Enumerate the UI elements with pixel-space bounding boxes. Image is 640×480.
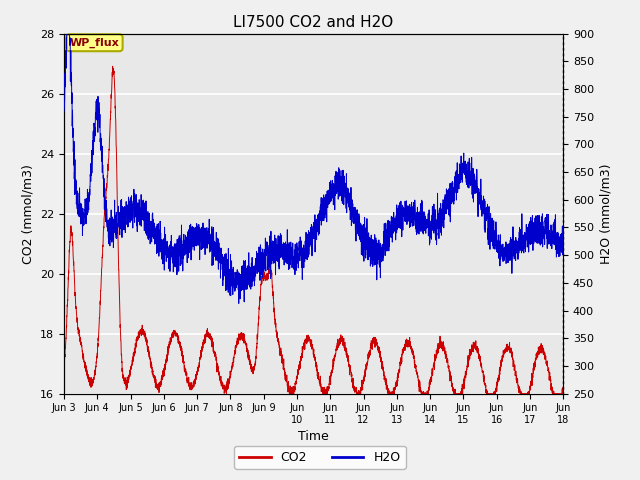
Text: WP_flux: WP_flux xyxy=(70,37,119,48)
X-axis label: Time: Time xyxy=(298,431,329,444)
Y-axis label: CO2 (mmol/m3): CO2 (mmol/m3) xyxy=(22,164,35,264)
Legend: CO2, H2O: CO2, H2O xyxy=(234,446,406,469)
Title: LI7500 CO2 and H2O: LI7500 CO2 and H2O xyxy=(234,15,394,30)
Y-axis label: H2O (mmol/m3): H2O (mmol/m3) xyxy=(600,163,612,264)
